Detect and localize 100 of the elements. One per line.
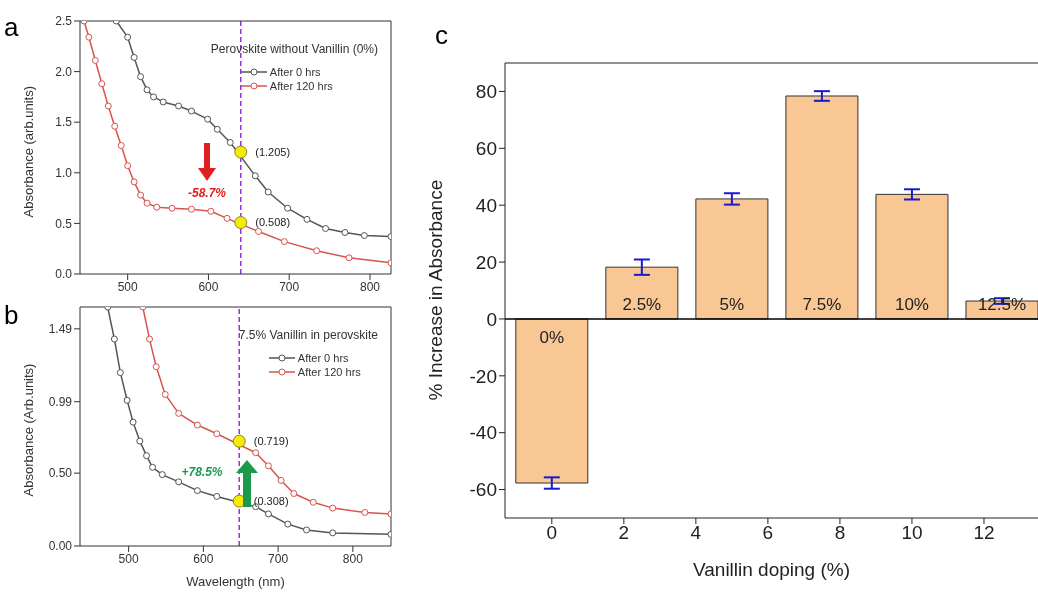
- x-tick-label: 700: [279, 279, 300, 294]
- y-tick-label: 20: [475, 251, 497, 273]
- point: [284, 520, 292, 528]
- y-tick-label: 0.50: [48, 466, 73, 481]
- data-label: (0.719): [253, 435, 289, 448]
- bar: [785, 95, 859, 320]
- x-tick-label: 500: [117, 279, 138, 294]
- point: [129, 418, 137, 426]
- point: [361, 508, 369, 516]
- point: [136, 437, 144, 445]
- point: [345, 254, 353, 262]
- point: [329, 529, 337, 537]
- point: [130, 53, 138, 61]
- annotation: 7.5%: [802, 295, 842, 315]
- y-axis-title: Absorbance (Arb.units): [20, 363, 36, 497]
- x-tick-label: 800: [342, 551, 364, 566]
- y-tick-label: 2.0: [55, 64, 73, 79]
- point: [193, 421, 201, 429]
- point: [111, 122, 119, 130]
- point: [149, 463, 157, 471]
- data-label: (0.308): [253, 495, 289, 508]
- point: [98, 80, 106, 88]
- y-tick-label: -40: [469, 422, 497, 444]
- annotation: 5%: [719, 295, 745, 315]
- y-tick-label: 1.49: [48, 322, 73, 337]
- bar: [515, 318, 589, 484]
- y-tick-label: 0.0: [55, 267, 73, 282]
- point: [280, 238, 288, 246]
- y-tick-label: 1.5: [55, 115, 73, 130]
- point: [255, 228, 263, 235]
- point: [143, 452, 151, 460]
- point: [309, 498, 317, 506]
- x-axis-title: Vanillin doping (%): [692, 559, 851, 580]
- point: [232, 434, 246, 448]
- bar: [695, 198, 769, 320]
- point: [143, 199, 151, 207]
- point: [223, 214, 231, 222]
- point: [251, 172, 259, 180]
- x-tick-label: 4: [690, 522, 702, 544]
- point: [341, 229, 349, 237]
- y-tick-label: 0.5: [55, 216, 73, 231]
- chart-title: b: [4, 300, 19, 331]
- x-tick-label: 10: [901, 522, 923, 544]
- point: [146, 335, 154, 343]
- legend-label: After 120 hrs: [297, 366, 361, 378]
- x-tick-label: 0: [546, 522, 558, 544]
- annotation: 0%: [539, 328, 565, 348]
- point: [117, 141, 125, 149]
- point: [153, 203, 161, 211]
- point: [123, 396, 131, 404]
- x-tick-label: 700: [268, 551, 289, 566]
- point: [213, 492, 221, 500]
- annotation: 2.5%: [622, 295, 662, 315]
- x-axis-title: Wavelength (nm): [186, 574, 285, 589]
- point: [329, 504, 337, 512]
- bar: [605, 266, 679, 320]
- x-tick-label: 12: [973, 522, 995, 544]
- point: [187, 107, 195, 115]
- x-tick-label: 500: [118, 551, 139, 566]
- point: [207, 207, 215, 215]
- x-tick-label: 600: [198, 279, 219, 294]
- point: [284, 204, 292, 212]
- annotation: 12.5%: [977, 295, 1027, 315]
- y-tick-label: 40: [475, 194, 497, 216]
- point: [264, 510, 272, 518]
- point: [124, 162, 132, 170]
- point: [193, 487, 201, 495]
- point: [137, 191, 145, 199]
- point: [252, 449, 260, 457]
- point: [175, 102, 183, 110]
- annotation: -58.7%: [187, 186, 227, 200]
- point: [137, 73, 145, 81]
- point: [277, 476, 285, 484]
- x-tick-label: 8: [834, 522, 846, 544]
- point: [234, 145, 248, 159]
- legend-label: After 120 hrs: [269, 80, 333, 92]
- y-tick-label: 2.5: [55, 14, 73, 29]
- legend-label: After 0 hrs: [269, 66, 321, 78]
- point: [143, 86, 151, 94]
- point: [85, 33, 93, 41]
- y-tick-label: 0.99: [48, 394, 73, 409]
- point: [175, 409, 183, 417]
- y-tick-label: 1.0: [55, 166, 73, 181]
- x-tick-label: 800: [359, 279, 381, 294]
- point: [226, 138, 234, 146]
- point: [204, 115, 212, 123]
- legend-label: After 0 hrs: [297, 352, 349, 364]
- point: [264, 188, 272, 196]
- y-tick-label: 0: [486, 308, 497, 330]
- chart-title: c: [435, 20, 448, 51]
- data-label: (0.508): [255, 216, 291, 229]
- point: [234, 216, 248, 230]
- point: [116, 369, 124, 377]
- point: [158, 471, 166, 479]
- point: [152, 363, 160, 371]
- point: [161, 390, 169, 398]
- point: [187, 205, 195, 213]
- point: [159, 98, 167, 106]
- y-tick-label: 80: [475, 81, 497, 103]
- point: [213, 125, 221, 133]
